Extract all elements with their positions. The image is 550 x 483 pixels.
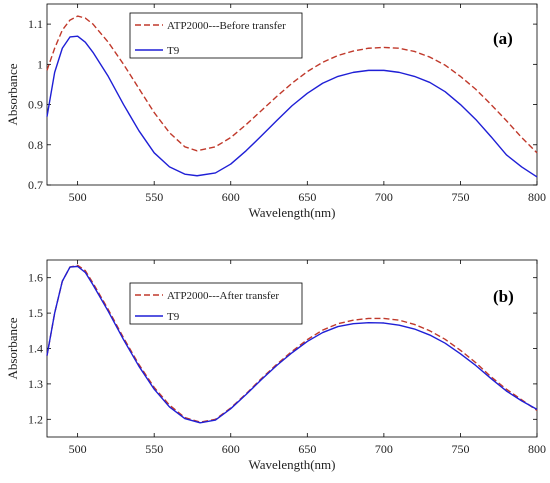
y-tick-label: 1.3 [28,377,43,391]
legend-entry-label: T9 [167,45,180,57]
x-tick-label: 500 [69,442,87,456]
x-tick-label: 700 [375,190,393,204]
x-axis-label: Wavelength(nm) [248,205,335,220]
y-axis-label: Absorbance [5,63,20,125]
x-tick-label: 800 [528,190,546,204]
legend-entry-label: ATP2000---Before transfer [167,20,286,32]
panel-label: (b) [493,287,514,306]
x-tick-label: 600 [222,442,240,456]
plot-area-border [46,3,538,186]
chart-panel-a: 500 550 600 650 700 750 800 0.7 0.8 0.9 1 1.1 Wavele… [5,3,546,220]
y-tick-label: 1.6 [28,271,43,285]
x-tick-label: 550 [145,190,163,204]
x-axis-label: Wavelength(nm) [248,457,335,472]
x-tick-label: 700 [375,442,393,456]
legend-entry-label: ATP2000---After transfer [167,290,279,302]
y-tick-label: 0.9 [28,98,43,112]
x-tick-label: 600 [222,190,240,204]
y-tick-label: 1.2 [28,412,43,426]
legend: ATP2000---After transfer T9 [129,282,303,325]
x-tick-label: 550 [145,442,163,456]
y-tick-label: 0.8 [28,138,43,152]
y-tick-label: 0.7 [28,178,43,192]
legend-box [129,282,303,325]
y-tick-label: 1.1 [28,17,43,31]
x-tick-label: 500 [69,190,87,204]
x-tick-label: 650 [298,190,316,204]
chart-panel-b: 500 550 600 650 700 750 800 1.2 1.3 1.4 1.5 1.6 Wave… [5,259,546,472]
y-tick-label: 1.5 [28,306,43,320]
panel-label: (a) [493,29,513,48]
x-tick-label: 800 [528,442,546,456]
series-line-t9 [46,35,538,178]
y-axis-label: Absorbance [5,317,20,379]
x-tick-label: 750 [451,442,469,456]
legend-entry-label: T9 [167,311,180,323]
series-line-atp2000 [46,15,538,154]
series-line-atp2000 [46,264,538,423]
y-tick-label: 1.4 [28,342,43,356]
x-tick-label: 750 [451,190,469,204]
legend: ATP2000---Before transfer T9 [129,12,303,59]
series-line-t9 [46,265,538,424]
x-tick-label: 650 [298,442,316,456]
y-tick-label: 1 [37,57,43,71]
